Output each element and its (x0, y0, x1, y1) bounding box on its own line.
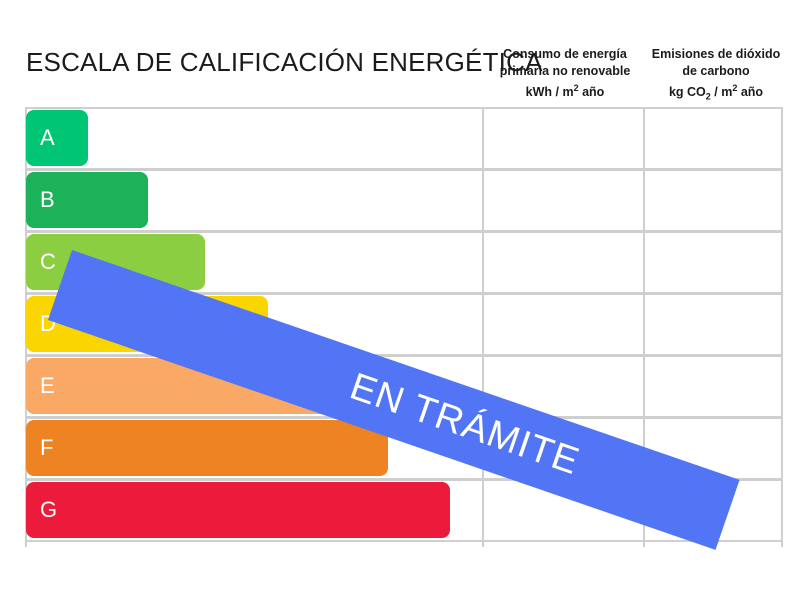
column-header-line2: de carbono (682, 64, 750, 78)
rating-bar-f[interactable]: F (26, 420, 388, 476)
page-title: ESCALA DE CALIFICACIÓN ENERGÉTICA (26, 47, 543, 77)
rating-bar-a[interactable]: A (26, 110, 88, 166)
column-header-line2: primaria no renovable (499, 64, 631, 78)
rating-letter-c: C (40, 249, 56, 274)
rating-letter-f: F (40, 435, 54, 460)
column-header-unit: kg CO2 / m2 año (668, 83, 764, 102)
rating-table-grid (25, 107, 783, 547)
rating-bar-b[interactable]: B (26, 172, 148, 228)
grid-vertical-line-co2 (643, 107, 645, 547)
column-header-primary-energy: Consumo de energía primaria no renovable… (487, 46, 643, 101)
column-header-line1: Consumo de energía (503, 47, 627, 61)
rating-letter-a: A (40, 125, 55, 150)
column-header-co2-emissions: Emisiones de dióxido de carbono kg CO2 /… (646, 46, 786, 106)
column-header-line1: Emisiones de dióxido (651, 47, 781, 61)
grid-vertical-line-energy (482, 107, 484, 547)
column-header-unit: kWh / m2 año (525, 83, 605, 100)
table-row (25, 479, 783, 542)
grid-vertical-line-right (781, 107, 783, 547)
rating-bar-g[interactable]: G (26, 482, 450, 538)
rating-letter-b: B (40, 187, 55, 212)
rating-letter-g: G (40, 497, 58, 522)
rating-letter-e: E (40, 373, 55, 398)
